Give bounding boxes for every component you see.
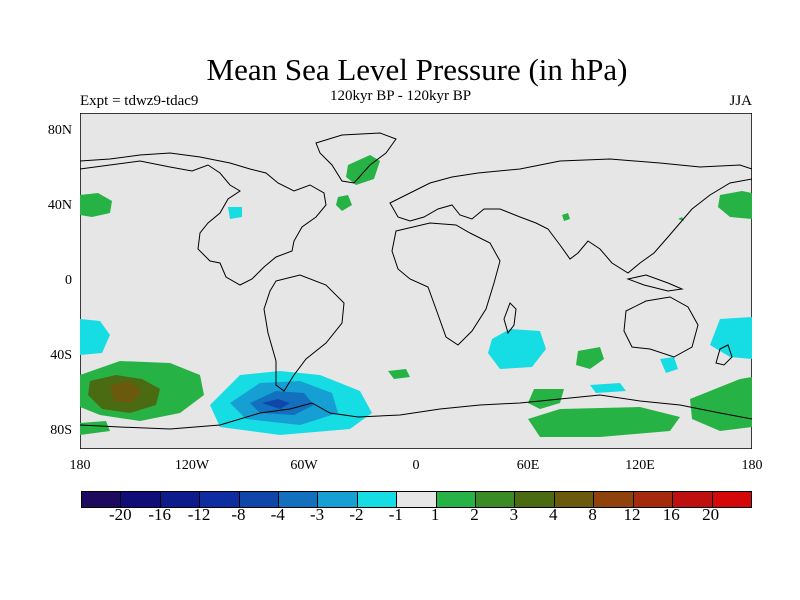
colorbar-label: -3 (310, 505, 325, 524)
pos-region-ross-sea (690, 377, 752, 431)
pos-region-s-indian-b (576, 347, 604, 369)
lon-label-180w: 180 (69, 458, 91, 473)
colorbar (81, 491, 752, 508)
coast-australia (623, 296, 699, 358)
colorbar-swatch (476, 492, 516, 507)
map-canvas (80, 113, 752, 449)
lon-label-120e: 120E (625, 458, 655, 473)
neg-region-nz (660, 357, 678, 373)
colorbar-swatch (436, 492, 477, 507)
map-panel (80, 113, 752, 449)
coast-new-zealand (715, 344, 733, 366)
pos-region-greenland-sea (346, 155, 380, 185)
neg-region-drake-core (262, 399, 290, 409)
chart-title: Mean Sea Level Pressure (in hPa) (206, 52, 628, 87)
colorbar-label: -12 (187, 505, 211, 524)
coast-eurasia (389, 158, 752, 274)
subtitle: 120kyr BP - 120kyr BP (330, 88, 472, 104)
pos-region-southern-ocean (528, 407, 680, 437)
pos-region-npacific-w (80, 193, 112, 217)
pos-region-s-pacific-core (110, 381, 142, 403)
colorbar-label: 1 (430, 505, 440, 524)
colorbar-label: -2 (349, 505, 364, 524)
pos-region-s-atlantic (388, 369, 410, 379)
coast-madagascar (503, 302, 517, 335)
pos-region-npacific-e (718, 191, 752, 219)
lon-label-180e: 180 (741, 458, 763, 473)
coastlines (80, 132, 752, 430)
colorbar-swatch (594, 492, 634, 507)
negative-anomaly-regions (80, 207, 752, 435)
pos-region-amundsen (80, 421, 110, 435)
colorbar-label: 3 (509, 505, 519, 524)
experiment-label: Expt = tdwz9-tdac9 (80, 93, 199, 109)
coast-greenland (315, 132, 397, 184)
lat-label-80s: 80S (50, 423, 72, 438)
colorbar-label: 12 (623, 505, 641, 524)
season-label: JJA (729, 93, 752, 109)
colorbar-label: -8 (231, 505, 246, 524)
colorbar-swatch (239, 492, 280, 507)
coast-south-america (263, 274, 345, 392)
colorbar-label: 20 (702, 505, 720, 524)
positive-anomaly-regions (80, 155, 752, 437)
colorbar-swatch (397, 492, 437, 507)
colorbar-label: -20 (109, 505, 132, 524)
neg-region-kerguelen (590, 383, 626, 393)
colorbar-label: 2 (470, 505, 479, 524)
colorbar-swatch (633, 492, 674, 507)
lon-label-60w: 60W (290, 458, 318, 473)
colorbar-swatch (554, 492, 595, 507)
neg-region-n-atlantic (228, 207, 242, 219)
lon-label-120w: 120W (174, 458, 210, 473)
coast-indonesia (626, 274, 684, 292)
lat-label-40n: 40N (47, 198, 72, 213)
colorbar-swatch (82, 492, 122, 507)
neg-region-s-indian (488, 329, 546, 369)
colorbar-swatch (200, 492, 240, 507)
pos-region-arabia (562, 213, 570, 221)
lon-label-60e: 60E (516, 458, 540, 473)
colorbar-swatch (712, 492, 751, 507)
colorbar-label: 16 (662, 505, 680, 524)
lat-label-0: 0 (65, 273, 72, 288)
colorbar-swatch (121, 492, 161, 507)
colorbar-label: -4 (270, 505, 285, 524)
colorbar-swatch (515, 492, 555, 507)
coast-africa (391, 222, 501, 346)
coast-north-america (80, 152, 327, 286)
neg-region-s-pacific-w (80, 319, 110, 355)
colorbar-label: -16 (148, 505, 172, 524)
colorbar-swatch (318, 492, 358, 507)
lat-label-40s: 40S (50, 348, 72, 363)
colorbar-swatch (279, 492, 319, 507)
lat-label-80n: 80N (47, 123, 72, 138)
colorbar-swatch (357, 492, 398, 507)
coast-antarctica (80, 394, 752, 430)
pos-region-s-indian-a (528, 389, 564, 409)
pos-region-n-atlantic (336, 195, 352, 211)
colorbar-label: -1 (388, 505, 403, 524)
colorbar-swatch (673, 492, 713, 507)
colorbar-swatch (160, 492, 201, 507)
colorbar-label: 4 (548, 505, 558, 524)
lon-label-0: 0 (412, 458, 420, 473)
colorbar-label: 8 (588, 505, 597, 524)
